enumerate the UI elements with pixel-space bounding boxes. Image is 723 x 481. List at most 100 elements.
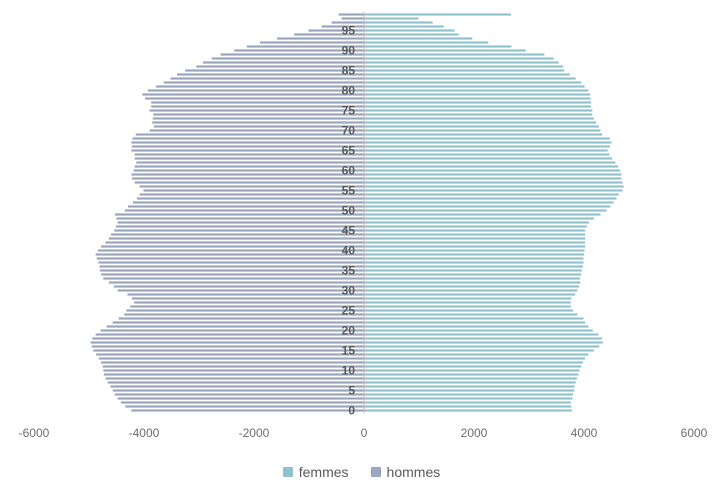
bar-femmes-age-87	[364, 61, 559, 64]
bar-femmes-age-57	[364, 181, 623, 184]
bar-femmes-age-93	[364, 37, 473, 40]
bar-femmes-age-12	[364, 361, 583, 364]
bar-femmes-age-70	[364, 129, 601, 132]
bar-femmes-age-0	[364, 409, 572, 412]
bar-femmes-age-91	[364, 45, 512, 48]
bar-femmes-age-22	[364, 321, 586, 324]
bar-femmes-age-49	[364, 213, 601, 216]
bar-femmes-age-39	[364, 253, 584, 256]
bar-femmes-age-3	[364, 397, 573, 400]
bar-femmes-age-24	[364, 313, 578, 316]
bar-femmes-age-69	[364, 133, 603, 136]
bar-femmes-age-44	[364, 233, 586, 236]
y-tick-label-15: 15	[342, 344, 356, 358]
y-tick-label-30: 30	[342, 284, 356, 298]
bar-hommes-age-5	[112, 389, 365, 392]
y-axis-ticks: 0 5 10 15 20 25 30 35 40 45 50 55 60 65 70 75 80 85 90 95	[342, 24, 356, 418]
bar-hommes-age-51	[128, 205, 364, 208]
x-tick-label-6000: 6000	[681, 426, 708, 440]
legend-swatch-femmes	[282, 467, 293, 477]
bar-hommes-age-41	[101, 245, 364, 248]
bar-hommes-age-90	[234, 49, 364, 52]
bar-femmes-age-35	[364, 269, 582, 272]
bar-hommes-age-10	[103, 369, 365, 372]
bar-hommes-age-58	[131, 177, 364, 180]
bar-femmes-age-27	[364, 301, 571, 304]
x-tick-label-2000: 2000	[461, 426, 488, 440]
y-tick-label-45: 45	[342, 224, 356, 238]
bar-hommes-age-68	[132, 137, 364, 140]
bar-femmes-age-95	[364, 29, 455, 32]
bar-hommes-age-54	[139, 193, 364, 196]
bar-hommes-age-46	[115, 225, 364, 228]
x-tick-label-0: 0	[361, 426, 368, 440]
bar-hommes-age-59	[131, 173, 364, 176]
bar-hommes-age-38	[96, 257, 364, 260]
bar-hommes-age-33	[103, 277, 365, 280]
x-tick-label--2000: -2000	[239, 426, 270, 440]
x-tick-label--4000: -4000	[129, 426, 160, 440]
bar-femmes-age-43	[364, 237, 586, 240]
bar-femmes-age-85	[364, 69, 565, 72]
bar-hommes-age-85	[185, 69, 364, 72]
bar-femmes-age-50	[364, 209, 607, 212]
bar-hommes-age-66	[131, 145, 364, 148]
bar-femmes-age-9	[364, 373, 579, 376]
bar-hommes-age-95	[308, 29, 364, 32]
bar-hommes-age-75	[149, 109, 364, 112]
bar-hommes-age-61	[134, 165, 364, 168]
bar-femmes-age-21	[364, 325, 589, 328]
bar-hommes-age-22	[112, 321, 365, 324]
bar-femmes-age-17	[364, 341, 603, 344]
bar-femmes-age-83	[364, 77, 576, 80]
legend-item-hommes: hommes	[370, 464, 440, 480]
bar-hommes-age-47	[117, 221, 364, 224]
bar-hommes-age-97	[331, 21, 364, 24]
bar-femmes-age-13	[364, 357, 586, 360]
bar-femmes-age-20	[364, 329, 593, 332]
bar-hommes-age-37	[98, 261, 364, 264]
bar-femmes-age-90	[364, 49, 526, 52]
y-tick-label-5: 5	[348, 384, 355, 398]
bar-hommes-age-50	[124, 209, 364, 212]
bar-femmes-age-34	[364, 273, 582, 276]
bar-femmes-age-72	[364, 121, 597, 124]
bar-hommes-age-21	[106, 325, 364, 328]
bar-femmes-age-68	[364, 137, 610, 140]
bar-femmes-age-38	[364, 257, 584, 260]
bar-femmes-age-74	[364, 113, 593, 116]
bar-femmes-age-75	[364, 109, 593, 112]
bar-femmes-age-56	[364, 185, 624, 188]
bar-hommes-age-39	[95, 253, 364, 256]
bar-hommes-age-4	[114, 393, 364, 396]
bar-hommes-age-44	[111, 233, 364, 236]
bar-hommes-age-91	[246, 45, 364, 48]
bar-hommes-age-79	[142, 93, 364, 96]
y-tick-label-85: 85	[342, 64, 356, 78]
bar-hommes-age-81	[156, 85, 364, 88]
bar-femmes-age-37	[364, 261, 584, 264]
bar-hommes-age-86	[196, 65, 364, 68]
legend-item-femmes: femmes	[282, 464, 349, 480]
bar-femmes-age-51	[364, 205, 611, 208]
bar-femmes-age-76	[364, 105, 592, 108]
bar-hommes-age-67	[131, 141, 364, 144]
bar-femmes-age-52	[364, 201, 614, 204]
bar-hommes-age-53	[136, 197, 364, 200]
bar-femmes-age-88	[364, 57, 554, 60]
bar-hommes-age-34	[101, 273, 364, 276]
bar-hommes-age-14	[96, 353, 365, 356]
y-tick-label-10: 10	[342, 364, 356, 378]
bar-femmes-age-11	[364, 365, 582, 368]
bar-femmes-age-92	[364, 41, 489, 44]
bar-hommes-age-23	[118, 317, 364, 320]
y-tick-label-0: 0	[348, 404, 355, 418]
y-tick-label-90: 90	[342, 44, 356, 58]
x-axis-ticks: -6000 -4000 -2000 0 2000 4000 6000	[19, 426, 708, 440]
bar-femmes-age-67	[364, 141, 612, 144]
bar-femmes-age-36	[364, 265, 583, 268]
bar-hommes-age-7	[107, 381, 364, 384]
bar-femmes-age-16	[364, 345, 600, 348]
bar-hommes-age-2	[120, 401, 365, 404]
